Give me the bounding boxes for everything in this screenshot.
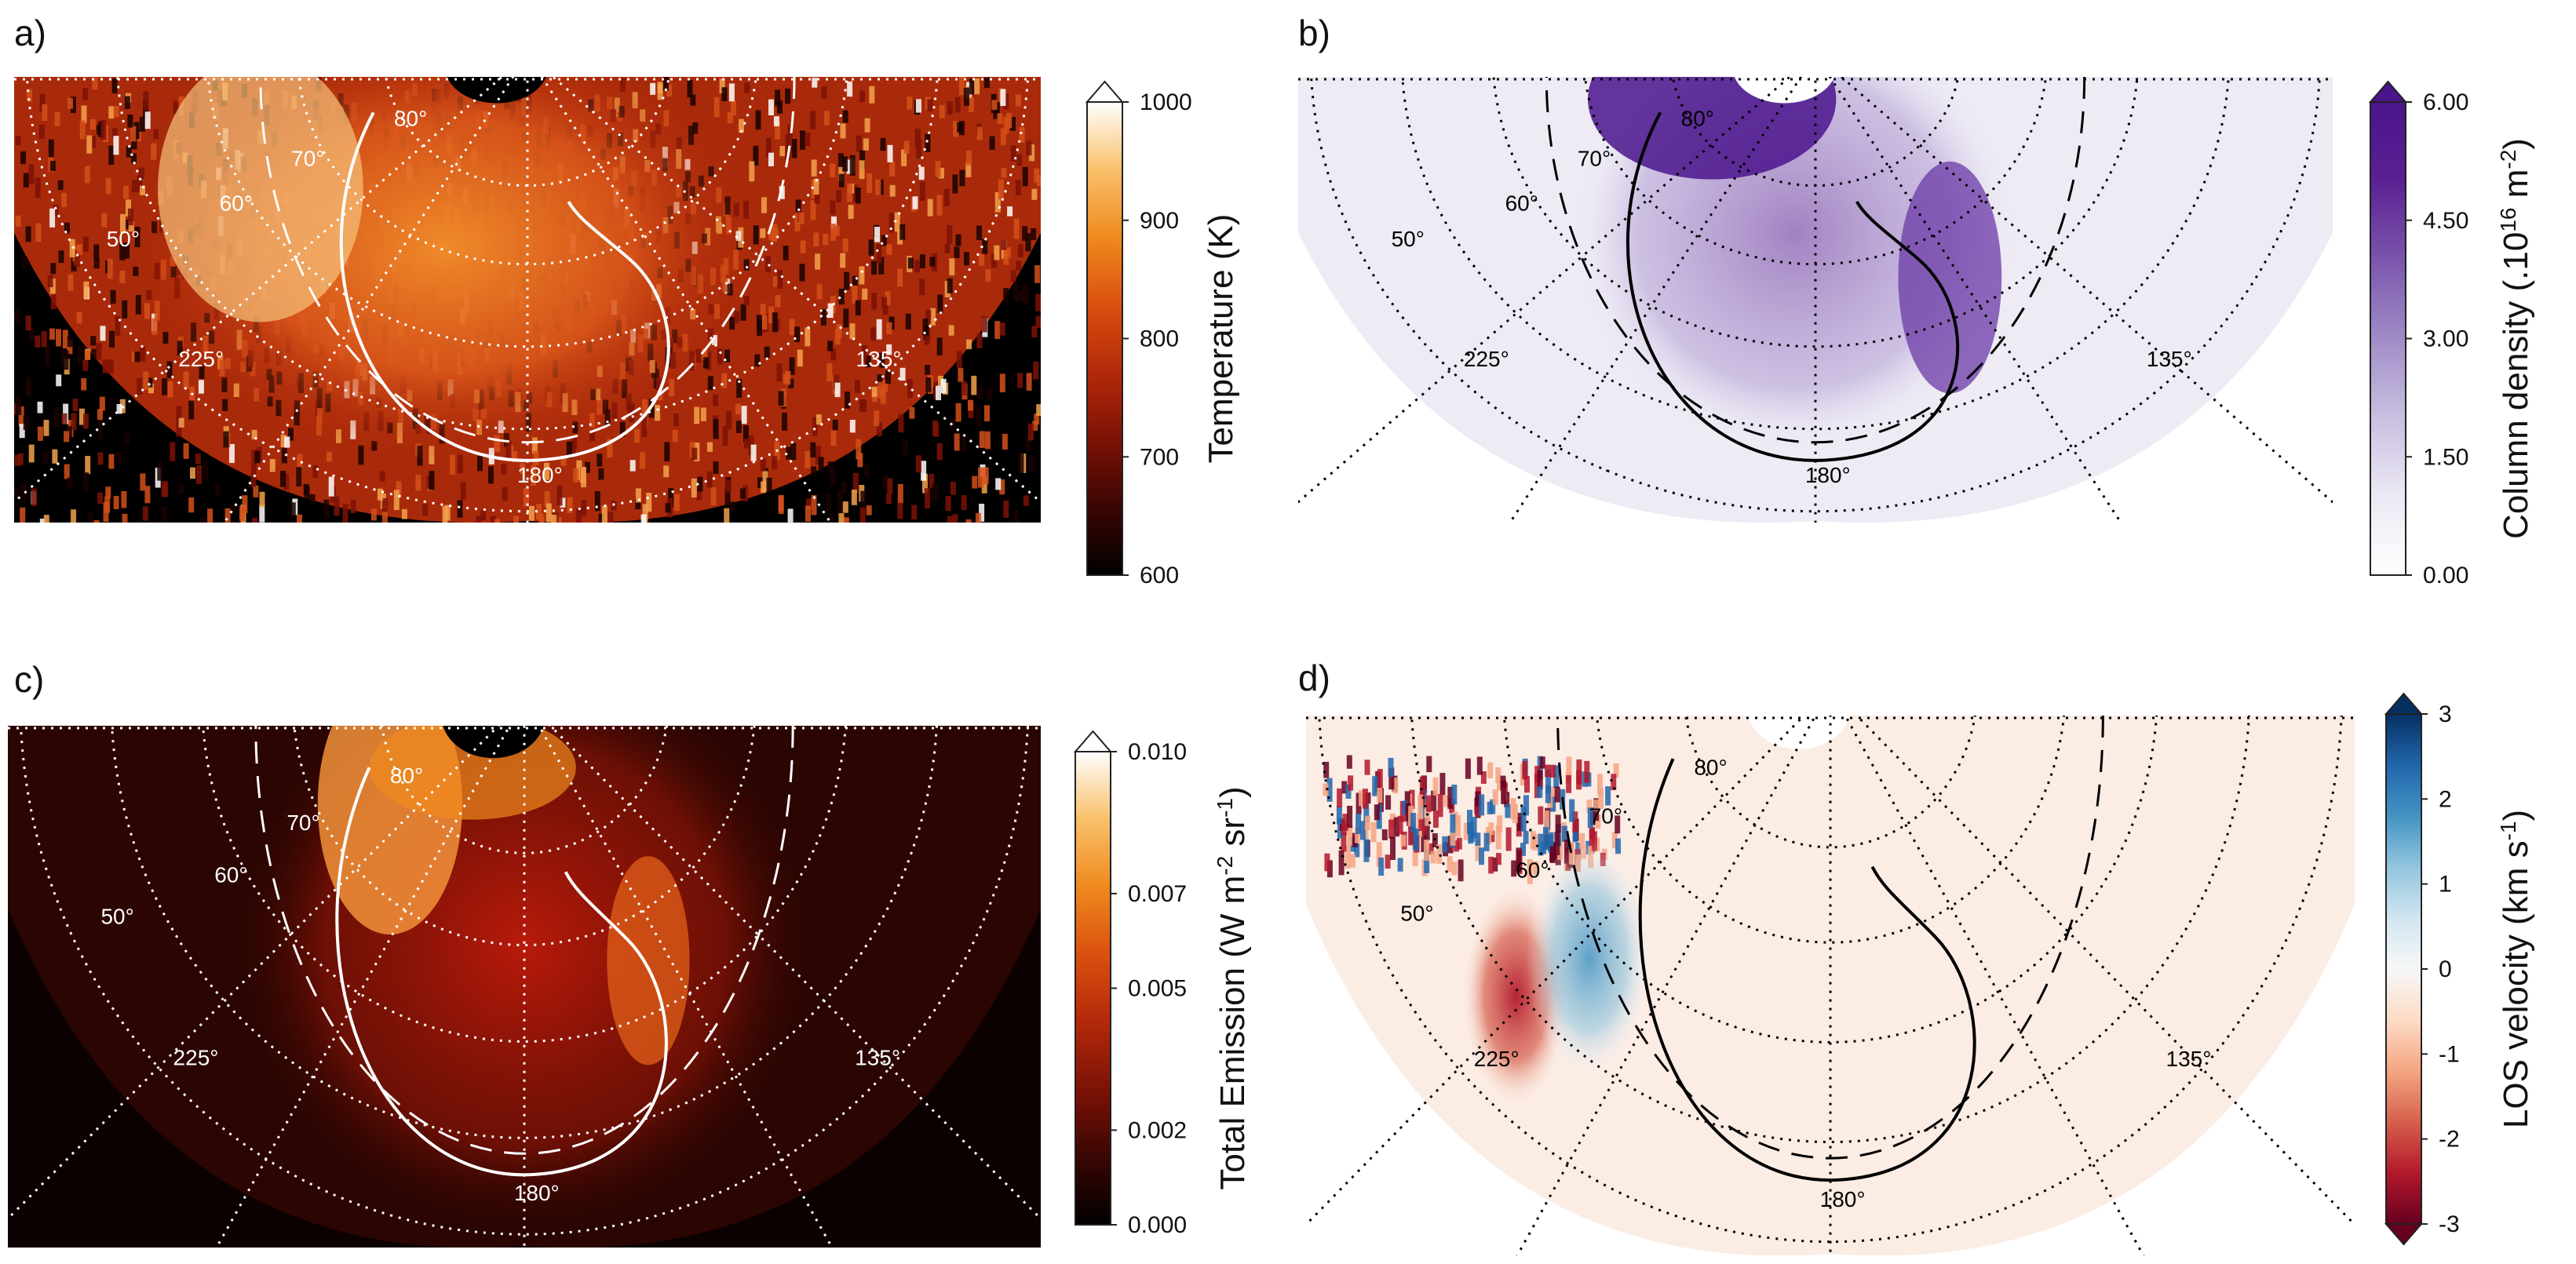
dashed-contour: [254, 726, 794, 1155]
oval-contour: [339, 111, 670, 462]
dashed-contour: [1556, 716, 2104, 1160]
colorbar: 600 700 800 900 1000 Temperature (K): [1085, 80, 1240, 588]
colorbar-tick-label: 800: [1140, 326, 1179, 352]
colorbar-extend: [2384, 692, 2424, 715]
colorbar-tick-label: 600: [1140, 563, 1179, 588]
panel-label: b): [1298, 13, 1330, 53]
colorbar-title: Total Emission (W m-2 sr-1): [1213, 786, 1253, 1189]
colorbar-tick-label: 0.000: [1128, 1212, 1187, 1238]
map-image: [14, 77, 1041, 523]
map-panel-1: 80° 70° 60° 50° 225° 135° 180°: [14, 77, 1041, 523]
map-label: 135°: [855, 1045, 900, 1069]
colorbar-extend: [2384, 1223, 2424, 1246]
panel-label: c): [14, 659, 44, 700]
colorbar-tick-label: 3.00: [2423, 326, 2468, 352]
colorbar-title: Column density (.1016 m-2): [2496, 138, 2536, 539]
colorbar-tick-label: 4.50: [2423, 208, 2468, 234]
map-label: 180°: [1820, 1187, 1866, 1211]
colorbar-tick-label: -3: [2439, 1211, 2460, 1237]
grid-lines: [14, 77, 1041, 523]
grid-lines: [1298, 77, 2333, 523]
map-label: 50°: [1400, 901, 1433, 925]
colorbar-extend: [1073, 730, 1113, 752]
map-label: 60°: [1505, 191, 1538, 215]
panel-label: a): [14, 13, 46, 53]
colorbar-title: Temperature (K): [1202, 214, 1240, 464]
oval-contour: [1638, 758, 1976, 1182]
colorbar-tick-label: 0.007: [1128, 881, 1187, 907]
colorbar: 0.00 1.50 3.00 4.50 6.00 Column density (.101…: [2368, 80, 2536, 588]
colorbar-tick-label: 1: [2439, 872, 2452, 898]
map-label: 135°: [2147, 347, 2192, 371]
map-label: 70°: [1578, 147, 1611, 171]
colorbar-tick-label: 0.002: [1128, 1117, 1187, 1143]
oval-contour: [335, 767, 668, 1177]
colorbar-tick-label: 6.00: [2423, 89, 2468, 115]
panel-label: d): [1298, 657, 1330, 698]
map-image: [1306, 716, 2355, 1255]
map-label: 50°: [100, 905, 133, 929]
map-label: 60°: [214, 863, 247, 887]
map-image: [1298, 77, 2333, 523]
colorbar-tick-label: 900: [1140, 208, 1179, 234]
dashed-contour: [1545, 77, 2086, 444]
colorbar-tick-label: -1: [2439, 1041, 2460, 1067]
colorbar-tick-label: 700: [1140, 444, 1179, 470]
colorbar-tick-label: 3: [2439, 701, 2452, 727]
colorbar-tick-label: 1.50: [2423, 444, 2468, 470]
map-label: 70°: [286, 810, 319, 835]
colorbar-tick-label: 0.010: [1128, 739, 1187, 765]
colorbar-tick-label: 0.005: [1128, 976, 1187, 1002]
colorbar-title: LOS velocity (km s-1): [2496, 810, 2536, 1128]
map-label: 180°: [1805, 463, 1851, 487]
map-label: 70°: [1589, 804, 1622, 829]
map-label: 70°: [291, 147, 324, 171]
colorbar-tick-label: 2: [2439, 786, 2452, 812]
map-label: 225°: [1464, 347, 1509, 371]
colorbar-extend: [2368, 80, 2408, 103]
map-panel-3: 80° 70° 60° 50° 225° 135° 180°: [8, 726, 1041, 1248]
map-label: 80°: [390, 763, 423, 788]
colorbar-tick-label: 1000: [1140, 89, 1192, 115]
grid-lines: [1306, 716, 2355, 1255]
colorbar-extend: [1085, 80, 1125, 103]
dashed-contour: [259, 77, 796, 444]
map-panel-4: 80° 70° 60° 50° 225° 135° 180°: [1306, 716, 2355, 1255]
map-label: 50°: [107, 227, 140, 251]
map-label: 60°: [220, 191, 253, 215]
colorbar-tick-label: 0.00: [2423, 563, 2468, 588]
map-label: 80°: [1694, 756, 1727, 780]
map-label: 80°: [394, 106, 427, 130]
colorbar: 0.000 0.002 0.005 0.007 0.010 Total Emission …: [1073, 730, 1253, 1238]
colorbar-tick-label: -2: [2439, 1127, 2460, 1153]
map-label: 180°: [514, 1181, 560, 1205]
map-label: 135°: [2166, 1047, 2212, 1071]
map-label: 180°: [517, 463, 563, 487]
map-label: 225°: [178, 347, 224, 371]
colorbar: -3 -2 -1 0 1 2 3 LOS velocity (km s-1): [2384, 692, 2536, 1246]
map-label: 50°: [1392, 227, 1425, 251]
oval-contour: [1626, 111, 1960, 462]
map-label: 225°: [173, 1045, 219, 1069]
map-label: 60°: [1516, 858, 1549, 882]
colorbar-tick-label: 0: [2439, 956, 2452, 982]
map-panel-2: 80° 70° 60° 50° 225° 135° 180°: [1298, 77, 2333, 523]
map-label: 225°: [1474, 1047, 1520, 1071]
map-label: 80°: [1681, 106, 1714, 130]
grid-lines: [8, 726, 1041, 1248]
map-label: 135°: [856, 347, 902, 371]
